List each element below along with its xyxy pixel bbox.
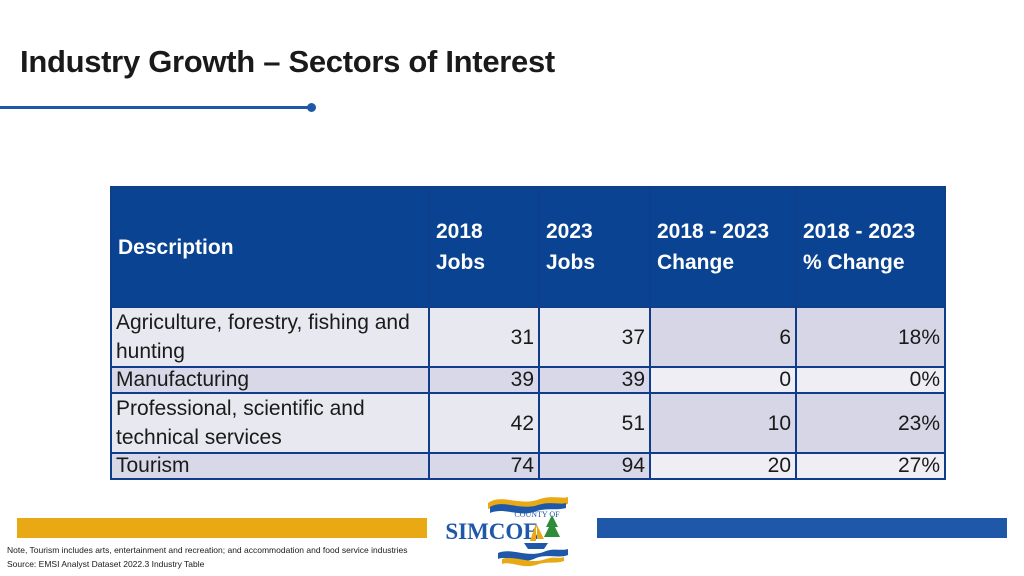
logo-ship-icon: [530, 523, 544, 541]
county-of-simcoe-logo: COUNTY OF SIMCOE: [445, 497, 568, 567]
row-jobs-2023: 94: [538, 452, 651, 480]
footer-blue-bar: [597, 518, 1007, 538]
table-row: Agriculture, forestry, fishing and hunti…: [110, 306, 946, 368]
industry-growth-table: Description 2018 Jobs 2023 Jobs 2018 - 202…: [110, 186, 946, 480]
row-change: 20: [649, 452, 797, 480]
logo-wave-blue: [490, 503, 566, 514]
logo-tree-icon: [544, 515, 560, 537]
table-row: Manufacturing 39 39 0 0%: [110, 366, 946, 394]
row-jobs-2018: 42: [428, 392, 540, 454]
row-pct-change: 0%: [795, 366, 946, 394]
logo-simcoe: SIMCOE: [445, 519, 538, 544]
row-pct-change: 23%: [795, 392, 946, 454]
header-description: Description: [110, 186, 430, 308]
row-change: 6: [649, 306, 797, 368]
table-row: Professional, scientific and technical s…: [110, 392, 946, 454]
footer-gold-bar: [17, 518, 427, 538]
table-header-row: Description 2018 Jobs 2023 Jobs 2018 - 202…: [110, 186, 946, 308]
row-jobs-2023: 39: [538, 366, 651, 394]
header-change: 2018 - 2023 Change: [649, 186, 797, 308]
table-row: Tourism 74 94 20 27%: [110, 452, 946, 480]
row-description: Tourism: [110, 452, 430, 480]
row-pct-change: 27%: [795, 452, 946, 480]
title-underline: [0, 106, 311, 109]
row-description: Manufacturing: [110, 366, 430, 394]
row-jobs-2018: 31: [428, 306, 540, 368]
footer-source: Source: EMSI Analyst Dataset 2022.3 Indu…: [7, 559, 205, 569]
row-change: 10: [649, 392, 797, 454]
row-jobs-2018: 74: [428, 452, 540, 480]
row-description: Agriculture, forestry, fishing and hunti…: [110, 306, 430, 368]
logo-county-of: COUNTY OF: [514, 510, 560, 519]
logo-hull-icon: [524, 543, 548, 549]
row-change: 0: [649, 366, 797, 394]
title-underline-dot: [307, 103, 316, 112]
header-jobs-2023: 2023 Jobs: [538, 186, 651, 308]
footer-note: Note, Tourism includes arts, entertainme…: [7, 545, 408, 555]
header-jobs-2018: 2018 Jobs: [428, 186, 540, 308]
row-jobs-2018: 39: [428, 366, 540, 394]
slide-title: Industry Growth – Sectors of Interest: [20, 44, 555, 79]
row-jobs-2023: 51: [538, 392, 651, 454]
row-description: Professional, scientific and technical s…: [110, 392, 430, 454]
row-pct-change: 18%: [795, 306, 946, 368]
logo-wave-bottom: [498, 549, 568, 561]
row-jobs-2023: 37: [538, 306, 651, 368]
logo-wave-bottom-gold: [502, 557, 564, 567]
header-pct-change: 2018 - 2023% Change: [795, 186, 946, 308]
